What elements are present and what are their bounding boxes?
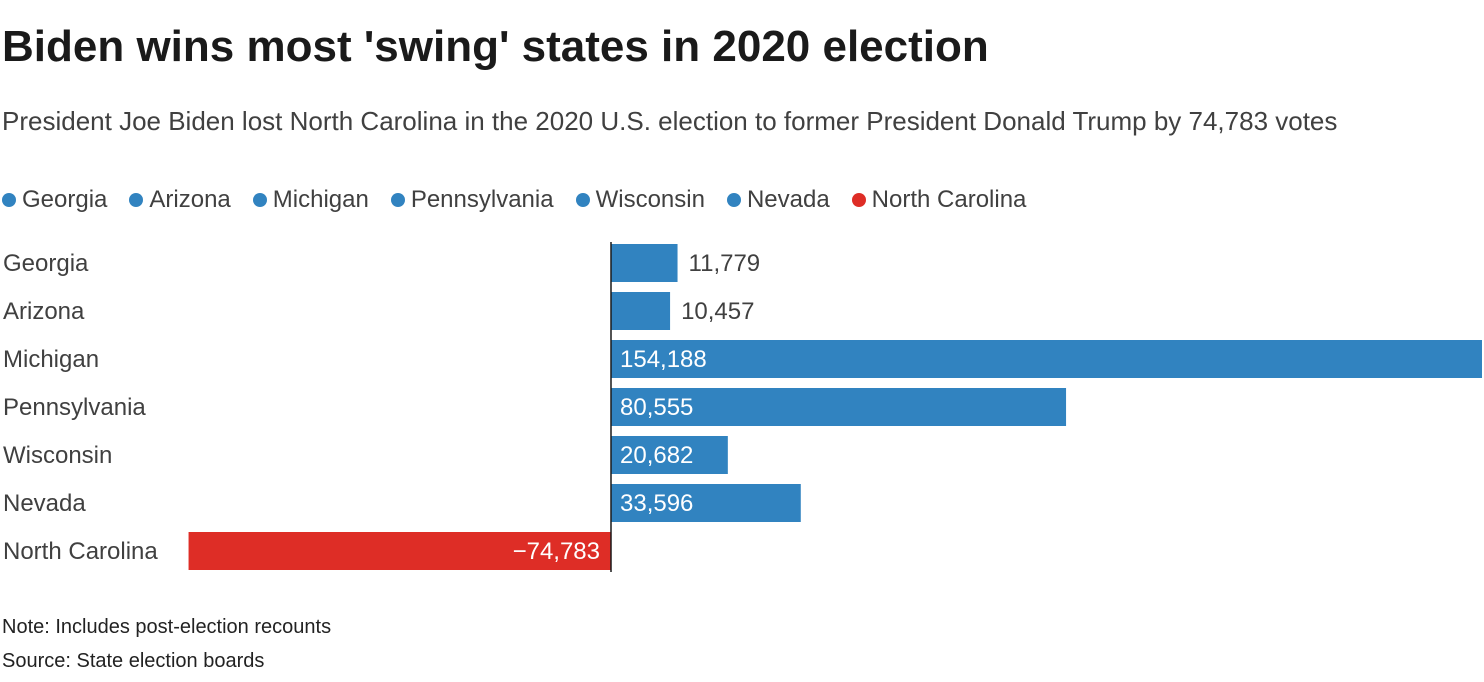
value-label-arizona: 10,457 [681, 298, 754, 325]
bar-georgia [611, 244, 678, 282]
legend-dot-icon [129, 193, 144, 207]
legend-item-wisconsin: Wisconsin [575, 186, 705, 214]
legend-dot-icon [390, 193, 405, 207]
bar-arizona [611, 292, 671, 330]
category-label-wisconsin: Wisconsin [3, 442, 112, 469]
bar-north-carolina [188, 532, 611, 570]
category-label-north-carolina: North Carolina [3, 538, 158, 565]
legend-item-nevada: Nevada [726, 186, 830, 214]
legend: Georgia Arizona Michigan Pennsylvania Wi… [2, 185, 1048, 215]
value-label-pennsylvania: 80,555 [620, 394, 693, 421]
value-label-wisconsin: 20,682 [620, 442, 693, 469]
legend-label: Georgia [22, 186, 108, 213]
legend-label: Nevada [746, 186, 830, 213]
legend-item-pennsylvania: Pennsylvania [390, 186, 554, 214]
bar-wisconsin [611, 436, 728, 474]
legend-item-michigan: Michigan [252, 186, 369, 214]
category-label-nevada: Nevada [3, 490, 86, 517]
category-label-pennsylvania: Pennsylvania [3, 394, 146, 421]
legend-item-north-carolina: North Carolina [851, 186, 1027, 214]
category-label-arizona: Arizona [3, 298, 85, 325]
value-label-michigan: 154,188 [620, 346, 707, 373]
category-label-georgia: Georgia [3, 250, 89, 277]
legend-label: Wisconsin [595, 186, 705, 213]
chart-title: Biden wins most 'swing' states in 2020 e… [2, 22, 989, 71]
value-label-georgia: 11,779 [689, 250, 761, 277]
category-label-michigan: Michigan [3, 346, 99, 373]
legend-dot-icon [726, 193, 741, 207]
legend-dot-icon [851, 193, 866, 207]
value-label-north-carolina: −74,783 [513, 538, 600, 565]
legend-dot-icon [252, 193, 267, 207]
value-label-nevada: 33,596 [620, 490, 693, 517]
footnote: Note: Includes post-election recounts [2, 616, 332, 638]
legend-dot-icon [575, 193, 590, 207]
chart-subtitle: President Joe Biden lost North Carolina … [2, 106, 1338, 136]
legend-label: Arizona [149, 186, 231, 213]
legend-dot-icon [2, 193, 16, 207]
legend-label: Michigan [272, 186, 369, 213]
bar-michigan [611, 340, 1482, 378]
legend-item-georgia: Georgia [2, 186, 107, 214]
source-note: Source: State election boards [2, 650, 265, 672]
legend-item-arizona: Arizona [129, 186, 231, 214]
legend-label: North Carolina [871, 186, 1027, 213]
bar-pennsylvania [611, 388, 1067, 426]
legend-label: Pennsylvania [410, 186, 554, 213]
bar-nevada [611, 484, 801, 522]
bar-chart: Georgia 11,779 Arizona 10,457 Michigan 154,18… [3, 242, 1482, 572]
